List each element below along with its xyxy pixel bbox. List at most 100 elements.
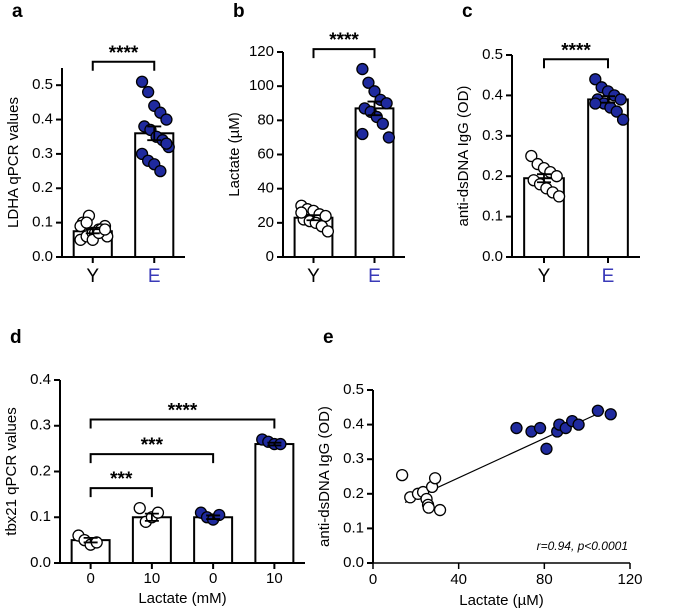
data-point (382, 131, 396, 144)
y-axis-label: anti-dsDNA IgG (OD) (316, 406, 333, 547)
y-tick-label: 20 (257, 214, 274, 231)
significance-bracket (91, 60, 156, 71)
data-point (552, 190, 566, 203)
x-tick-label: Y (86, 266, 99, 287)
y-tick-label: 0.2 (32, 179, 53, 196)
data-point (321, 225, 335, 238)
y-tick-label: 0.1 (30, 508, 51, 525)
bar (587, 98, 629, 258)
y-axis-label: Lactate (µM) (226, 112, 243, 197)
data-point (141, 85, 155, 99)
significance-bracket (543, 58, 609, 69)
y-tick-label: 0.4 (30, 371, 51, 388)
error-bar (267, 441, 282, 447)
data-point (614, 93, 627, 106)
data-point (422, 501, 435, 514)
data-point (533, 421, 547, 435)
significance-bracket (312, 48, 376, 59)
x-axis-label: Lactate (mM) (138, 590, 226, 607)
x-tick-label: 120 (617, 571, 642, 588)
x-tick-label: Y (307, 266, 320, 287)
error-bar (306, 214, 321, 222)
y-tick-label: 0.5 (343, 381, 364, 398)
x-tick-label: 0 (369, 571, 377, 588)
significance-label: **** (561, 40, 591, 61)
data-point (154, 164, 167, 178)
y-tick-label: 0.3 (343, 450, 364, 467)
x-tick-label: E (602, 266, 615, 287)
y-tick-label: 0.1 (482, 208, 503, 225)
y-tick-label: 0.1 (343, 519, 364, 536)
panel-label: a (12, 1, 23, 22)
y-tick-label: 80 (257, 111, 274, 128)
data-point (151, 506, 165, 519)
error-bar (537, 173, 551, 184)
x-tick-label: 10 (144, 570, 161, 587)
y-tick-label: 0.5 (32, 76, 53, 93)
data-point (589, 73, 602, 86)
significance-label: *** (110, 469, 133, 490)
data-point (395, 468, 409, 482)
x-axis-label: Lactate (µM) (459, 592, 544, 609)
error-bar (601, 95, 615, 104)
data-point (274, 437, 287, 451)
y-tick-label: 0.5 (482, 46, 503, 63)
data-point (319, 209, 332, 223)
y-tick-label: 0.0 (32, 248, 53, 265)
panel-label: c (462, 1, 473, 22)
panel-label: b (233, 1, 245, 22)
y-axis-label: LDHA qPCR values (5, 97, 22, 228)
data-point (550, 170, 563, 183)
significance-bracket (89, 487, 153, 498)
y-tick-label: 0.4 (482, 86, 503, 103)
y-tick-label: 0.3 (30, 417, 51, 434)
y-tick-label: 100 (249, 77, 274, 94)
significance-bracket (89, 418, 276, 429)
x-tick-label: 0 (86, 570, 94, 587)
data-point (80, 216, 93, 229)
data-point (376, 117, 389, 130)
y-axis-label: tbx21 qPCR values (3, 407, 20, 535)
y-tick-label: 0.0 (482, 248, 503, 265)
y-tick-label: 120 (249, 43, 274, 60)
significance-bracket (89, 453, 215, 464)
data-point (135, 75, 149, 88)
panel-label: d (10, 327, 22, 348)
y-tick-label: 0.3 (482, 127, 503, 144)
y-tick-label: 0.0 (343, 554, 364, 571)
data-point (589, 97, 602, 110)
error-bar (144, 512, 159, 522)
significance-label: **** (168, 400, 198, 421)
data-point (572, 418, 585, 431)
x-tick-label: 0 (209, 570, 217, 587)
data-point (433, 503, 447, 517)
y-tick-label: 0.1 (32, 214, 53, 231)
data-point (368, 85, 381, 98)
data-point (510, 421, 523, 435)
y-tick-label: 0.2 (343, 485, 364, 502)
error-bar (367, 100, 382, 117)
data-point (525, 149, 538, 163)
panel-label: e (323, 327, 334, 348)
y-tick-label: 60 (257, 145, 274, 162)
bar (254, 443, 295, 564)
y-tick-label: 0 (266, 248, 274, 265)
data-point (428, 472, 442, 485)
y-tick-label: 0.4 (32, 111, 53, 128)
error-bar (147, 125, 162, 142)
y-tick-label: 0.2 (30, 462, 51, 479)
data-point (160, 113, 173, 126)
y-tick-label: 40 (257, 180, 274, 197)
x-tick-label: 10 (266, 570, 283, 587)
error-bar (83, 536, 98, 544)
x-tick-label: E (148, 266, 161, 287)
error-bar (206, 514, 221, 520)
y-tick-label: 0.0 (30, 554, 51, 571)
data-point (591, 404, 605, 417)
data-point (362, 76, 375, 89)
y-axis-label: anti-dsDNA IgG (OD) (455, 86, 472, 227)
data-point (604, 408, 617, 421)
data-point (133, 501, 146, 515)
data-point (295, 206, 308, 219)
